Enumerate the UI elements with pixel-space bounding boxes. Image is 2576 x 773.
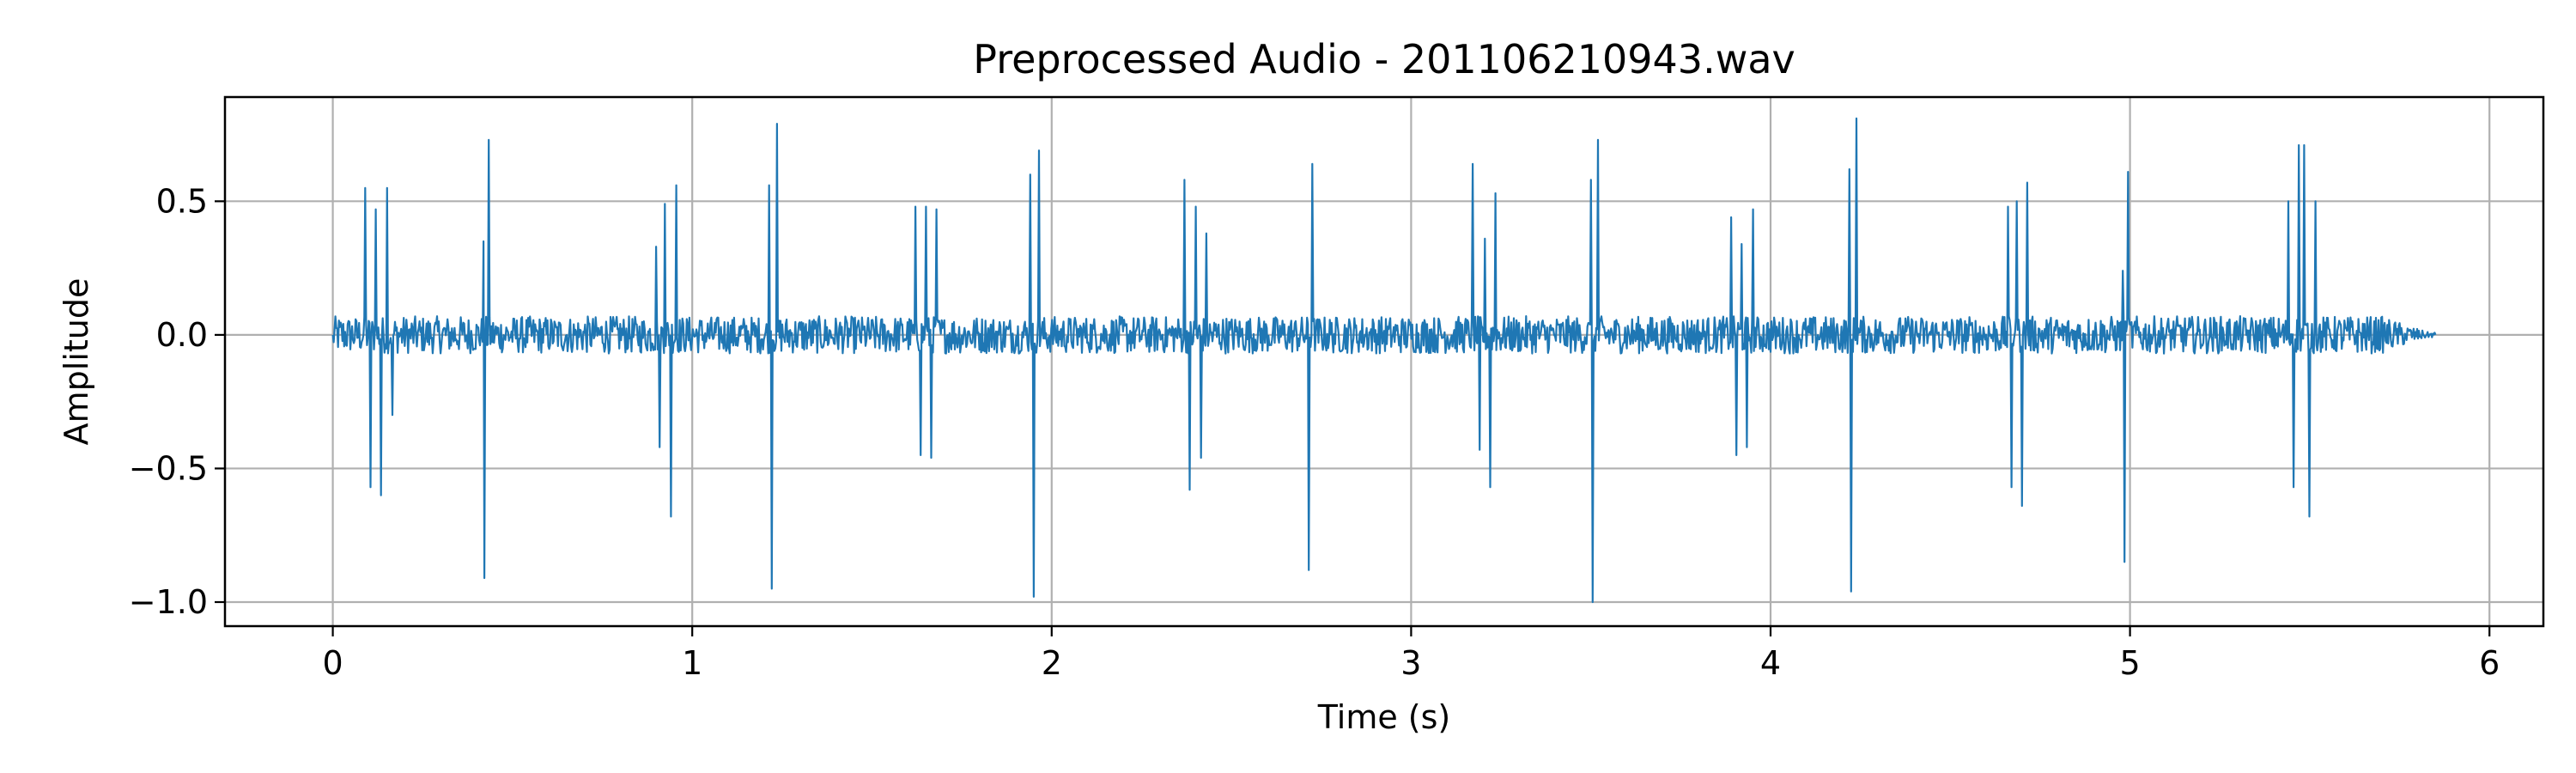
axes-frame bbox=[223, 95, 2545, 628]
grid-lines bbox=[225, 97, 2543, 626]
y-tick-label: −0.5 bbox=[129, 449, 208, 487]
x-tick-label: 5 bbox=[2120, 644, 2141, 682]
y-axis-label: Amplitude bbox=[58, 278, 95, 446]
x-axis-ticks: 0 1 2 3 4 5 6 bbox=[322, 626, 2500, 682]
x-tick-label: 4 bbox=[1760, 644, 1781, 682]
y-tick-label: −1.0 bbox=[129, 583, 208, 621]
x-tick-label: 0 bbox=[322, 644, 343, 682]
plot-area bbox=[331, 117, 2437, 604]
x-tick-label: 6 bbox=[2479, 644, 2500, 682]
y-tick-label: 0.5 bbox=[156, 182, 208, 220]
x-tick-label: 2 bbox=[1042, 644, 1062, 682]
chart-title: Preprocessed Audio - 201106210943.wav bbox=[973, 36, 1795, 82]
y-axis-ticks: −1.0 −0.5 0.0 0.5 bbox=[129, 182, 225, 621]
x-axis-label: Time (s) bbox=[1317, 698, 1451, 736]
x-tick-label: 1 bbox=[682, 644, 702, 682]
waveform-line bbox=[331, 117, 2437, 604]
x-tick-label: 3 bbox=[1400, 644, 1421, 682]
y-tick-label: 0.0 bbox=[156, 316, 208, 354]
